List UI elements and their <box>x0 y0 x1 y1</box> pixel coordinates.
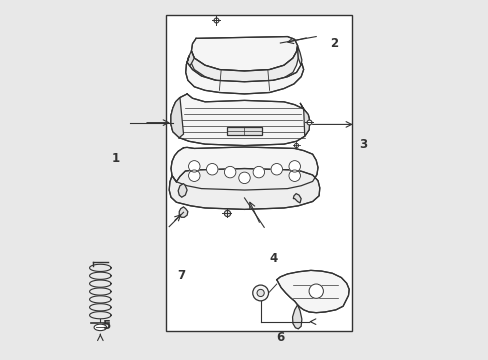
Circle shape <box>206 163 218 175</box>
Circle shape <box>253 166 264 178</box>
Polygon shape <box>169 168 319 210</box>
Polygon shape <box>226 127 262 135</box>
Circle shape <box>224 166 235 178</box>
Circle shape <box>252 285 268 301</box>
Polygon shape <box>297 45 301 66</box>
Polygon shape <box>276 270 348 313</box>
Text: 7: 7 <box>177 269 185 282</box>
Text: 1: 1 <box>111 152 119 165</box>
Circle shape <box>308 284 323 298</box>
Circle shape <box>257 289 264 297</box>
Polygon shape <box>293 194 301 203</box>
Polygon shape <box>171 94 309 145</box>
Polygon shape <box>179 207 187 217</box>
Text: 4: 4 <box>268 252 277 265</box>
Text: 3: 3 <box>358 138 366 150</box>
Ellipse shape <box>94 324 106 330</box>
Polygon shape <box>185 56 303 94</box>
Polygon shape <box>292 305 301 329</box>
Text: 5: 5 <box>102 319 110 332</box>
Circle shape <box>188 161 200 172</box>
Bar <box>165 15 351 330</box>
Polygon shape <box>186 51 194 69</box>
Polygon shape <box>300 103 309 136</box>
Circle shape <box>270 163 282 175</box>
Polygon shape <box>191 37 297 71</box>
Circle shape <box>188 170 200 181</box>
Polygon shape <box>171 98 183 138</box>
Polygon shape <box>178 184 187 197</box>
Text: 6: 6 <box>276 331 284 344</box>
Polygon shape <box>171 147 317 190</box>
Circle shape <box>288 161 300 172</box>
Circle shape <box>238 172 250 184</box>
Text: 2: 2 <box>329 37 338 50</box>
Circle shape <box>288 170 300 181</box>
Polygon shape <box>191 45 298 83</box>
